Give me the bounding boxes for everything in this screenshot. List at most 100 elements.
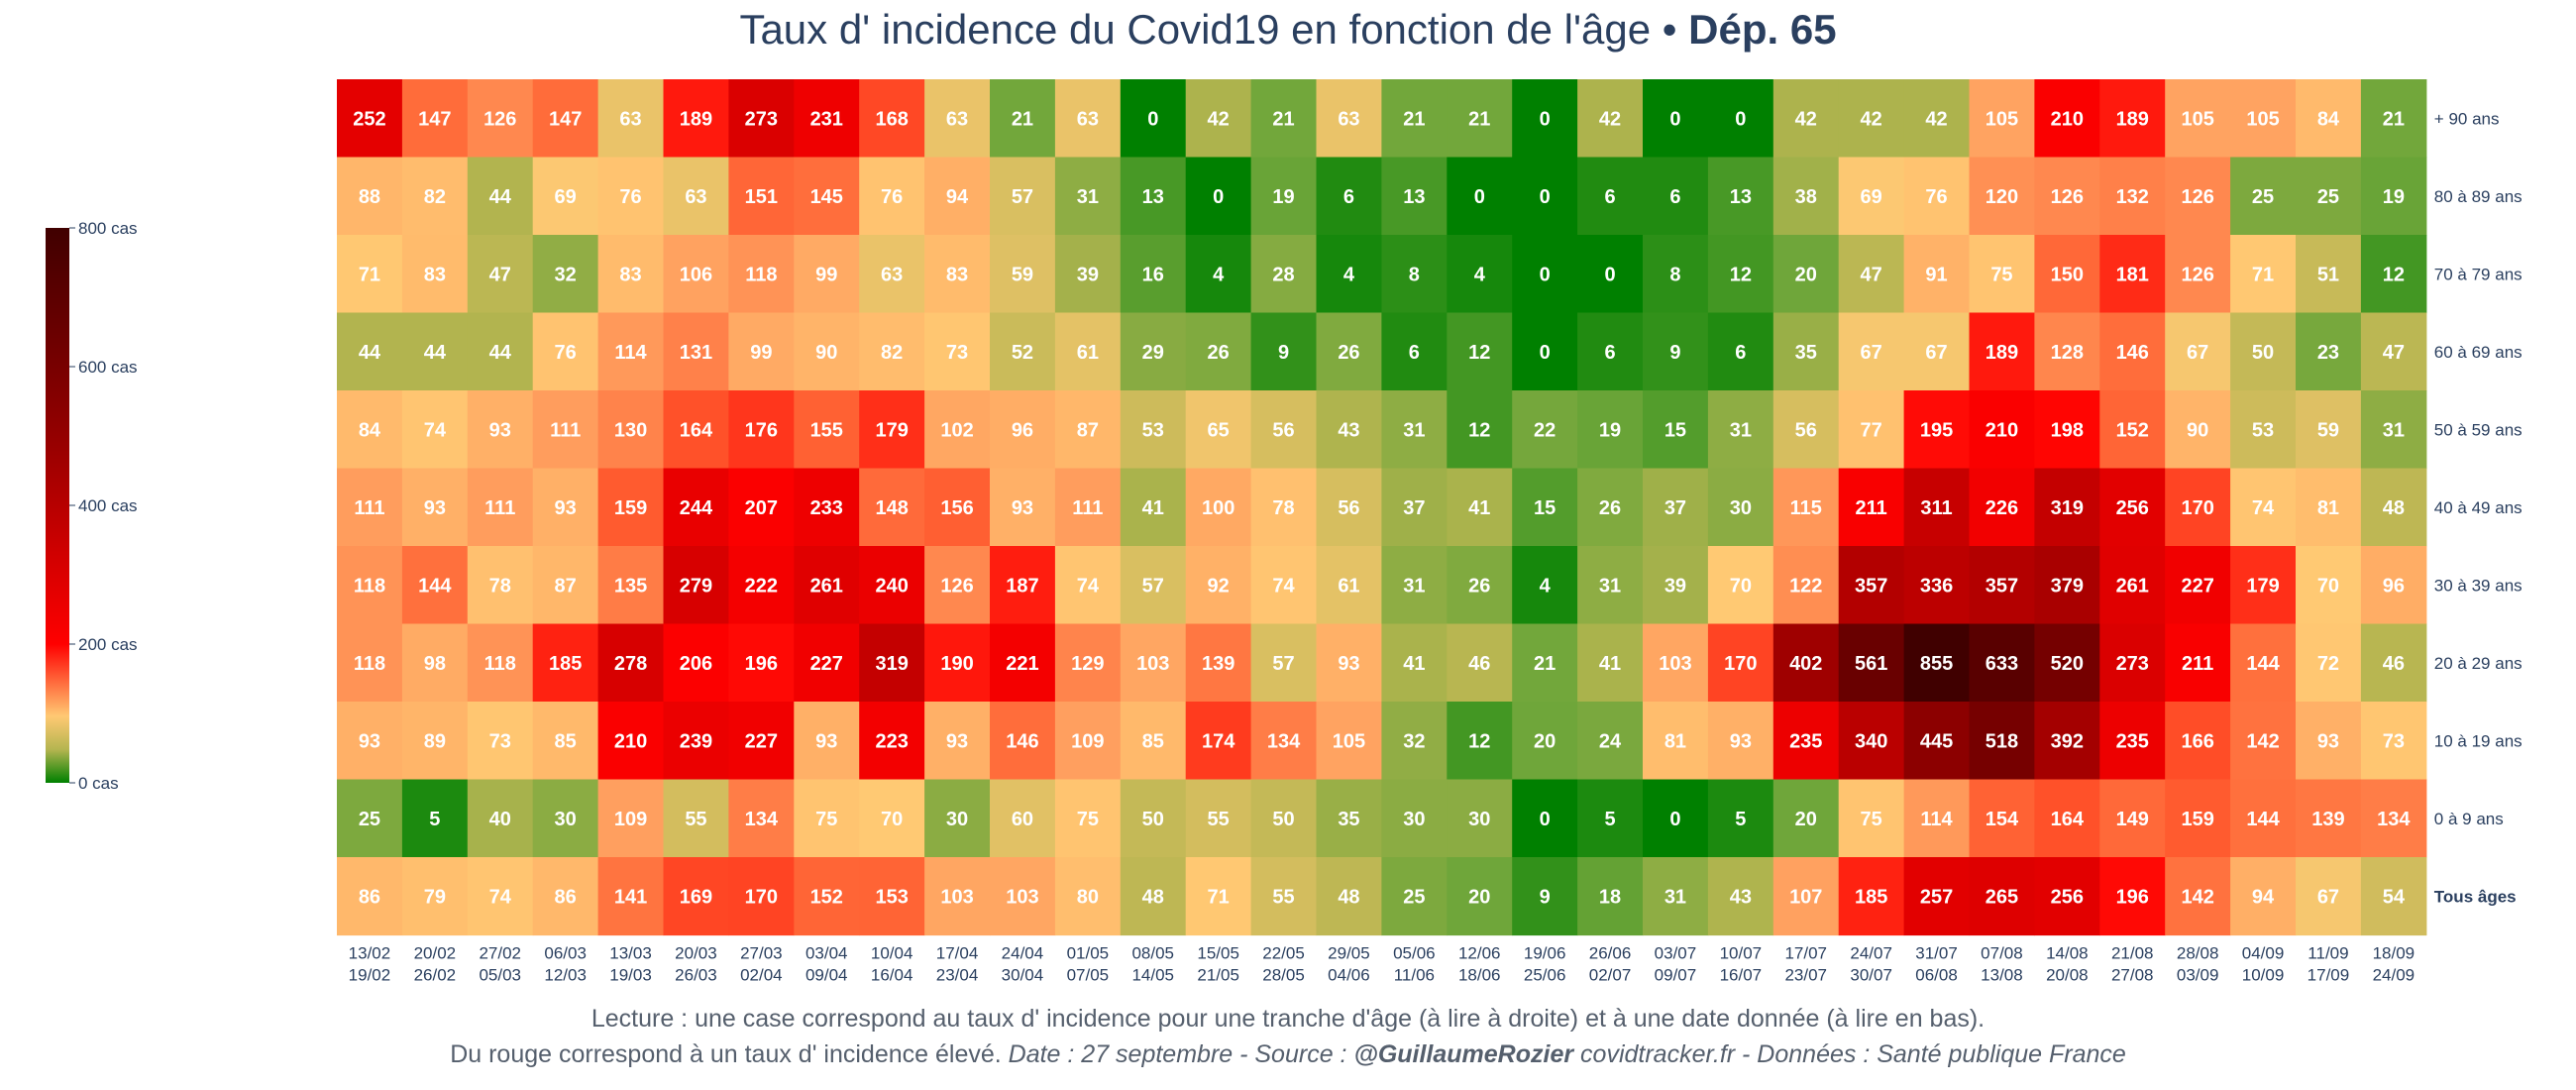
heatmap-cell: [1903, 312, 1971, 391]
heatmap-cell: [859, 235, 925, 314]
cell-value-label: 29: [1142, 342, 1164, 364]
heatmap-cell: [924, 623, 991, 703]
cell-value-label: 24: [1599, 730, 1622, 752]
heatmap-cell: [794, 623, 860, 703]
cell-value-label: 111: [484, 497, 515, 519]
cell-value-label: 13: [1730, 186, 1752, 208]
cell-value-label: 83: [424, 264, 446, 285]
cell-value-label: 31: [1403, 419, 1425, 441]
cell-value-label: 170: [2181, 497, 2213, 519]
cell-value-label: 19: [2383, 186, 2405, 208]
heatmap-cell: [2034, 390, 2100, 470]
heatmap-cell: [1969, 312, 2035, 391]
cell-value-label: 25: [2252, 186, 2274, 208]
heatmap-cell: [1316, 312, 1382, 391]
cell-value-label: 105: [2181, 108, 2213, 130]
heatmap-cell: [1838, 312, 1905, 391]
heatmap-cell: [2230, 468, 2297, 547]
cell-value-label: 130: [614, 419, 647, 441]
cell-value-label: 87: [1077, 419, 1099, 441]
column-label-start: 10/07: [1720, 944, 1763, 963]
heatmap-cell: [663, 779, 729, 858]
heatmap-cell: [1772, 546, 1840, 625]
cell-value-label: 9: [1669, 342, 1680, 364]
cell-value-label: 93: [424, 497, 446, 519]
heatmap-cell: [1838, 546, 1905, 625]
heatmap-cell: [2360, 157, 2427, 236]
heatmap-cell: [1838, 390, 1905, 470]
heatmap-cell: [990, 779, 1056, 858]
heatmap-cell: [532, 546, 599, 625]
heatmap-cell: [1250, 157, 1318, 236]
heatmap-cell: [1120, 546, 1187, 625]
heatmap-cell: [1707, 390, 1774, 470]
cell-value-label: 0: [1669, 108, 1680, 130]
column-label-start: 27/03: [740, 944, 783, 963]
column-label-start: 22/05: [1262, 944, 1305, 963]
heatmap-cell: [2230, 702, 2297, 781]
cell-value-label: 32: [555, 264, 577, 285]
cell-value-label: 235: [1789, 730, 1822, 752]
cell-value-label: 190: [940, 653, 973, 675]
cell-value-label: 78: [1272, 497, 1294, 519]
heatmap-cell: [990, 312, 1056, 391]
cell-value-label: 32: [1403, 730, 1425, 752]
heatmap-cell: [2296, 390, 2362, 470]
cell-value-label: 222: [745, 575, 778, 597]
cell-value-label: 31: [1077, 186, 1099, 208]
heatmap-cell: [2230, 623, 2297, 703]
heatmap-cell: [337, 468, 403, 547]
heatmap-cell: [401, 623, 469, 703]
cell-value-label: 22: [1534, 419, 1556, 441]
column-label-end: 02/07: [1589, 966, 1632, 985]
cell-value-label: 227: [745, 730, 778, 752]
cell-value-label: 176: [745, 419, 778, 441]
heatmap-cell: [401, 702, 469, 781]
heatmap-cell: [1447, 79, 1513, 159]
cell-value-label: 311: [1920, 497, 1952, 519]
column-label-end: 07/05: [1067, 966, 1110, 985]
heatmap-cell: [728, 390, 795, 470]
heatmap-cell: [794, 312, 860, 391]
cell-value-label: 146: [1006, 730, 1038, 752]
cell-value-label: 126: [2051, 186, 2084, 208]
cell-value-label: 71: [1208, 886, 1230, 908]
cell-value-label: 132: [2116, 186, 2149, 208]
heatmap-cell: [337, 857, 403, 936]
row-label: + 90 ans: [2434, 109, 2500, 128]
heatmap-cell: [1772, 79, 1840, 159]
heatmap-cell: [2296, 623, 2362, 703]
heatmap-cell: [1185, 390, 1252, 470]
cell-value-label: 63: [881, 264, 903, 285]
cell-value-label: 159: [2181, 809, 2213, 830]
heatmap-cell: [1447, 702, 1513, 781]
heatmap-cell: [1185, 702, 1252, 781]
heatmap-cell: [597, 312, 665, 391]
cell-value-label: 855: [1920, 653, 1953, 675]
cell-value-label: 102: [940, 419, 973, 441]
cell-value-label: 19: [1599, 419, 1621, 441]
cell-value-label: 31: [1730, 419, 1752, 441]
cell-value-label: 149: [2116, 809, 2149, 830]
cell-value-label: 51: [2317, 264, 2339, 285]
cell-value-label: 41: [1142, 497, 1164, 519]
cell-value-label: 15: [1664, 419, 1686, 441]
heatmap-cell: [2296, 779, 2362, 858]
cell-value-label: 81: [2317, 497, 2339, 519]
heatmap-cell: [2034, 79, 2100, 159]
heatmap-cell: [1707, 235, 1774, 314]
cell-value-label: 63: [685, 186, 706, 208]
heatmap-cell: [532, 468, 599, 547]
cell-value-label: 12: [1468, 342, 1490, 364]
heatmap-cell: [1707, 857, 1774, 936]
cell-value-label: 150: [2051, 264, 2084, 285]
heatmap-cell: [663, 157, 729, 236]
heatmap-cell: [1577, 623, 1644, 703]
heatmap-cell: [1185, 857, 1252, 936]
heatmap-cell: [1903, 702, 1971, 781]
column-label-end: 30/04: [1002, 966, 1044, 985]
cell-value-label: 402: [1789, 653, 1822, 675]
heatmap-cell: [1903, 79, 1971, 159]
cell-value-label: 56: [1338, 497, 1359, 519]
cell-value-label: 170: [745, 886, 778, 908]
